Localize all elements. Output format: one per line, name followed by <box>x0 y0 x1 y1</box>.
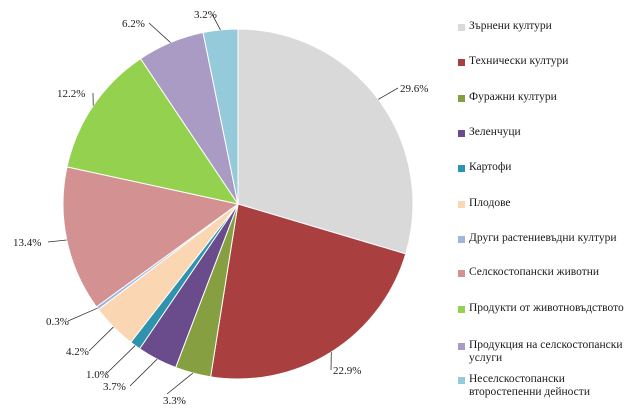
legend-swatch <box>458 95 465 102</box>
legend-swatch <box>458 306 465 313</box>
pie-slice <box>210 203 407 380</box>
leader-line <box>211 13 221 31</box>
pie-slice-label: 6.2% <box>122 18 145 30</box>
legend-label: Неселскостопански второстепенни дейности <box>469 373 590 398</box>
legend-label: Плодове <box>469 197 511 209</box>
percentage-labels: 29.6% 22.9% 3.3% 3.7%1.0% 4.2% 0.3% 13.4% 12.2%… <box>13 9 428 407</box>
legend-label: Фуражни култури <box>469 91 557 103</box>
legend-item: Фуражни култури <box>458 91 633 104</box>
legend-item: Други растениевъдни култури <box>458 232 633 245</box>
pie-slice-label: 29.6% <box>400 83 428 95</box>
leader-line <box>166 372 194 395</box>
legend-label: Селскостопански животни <box>469 266 600 278</box>
legend-label: Зеленчуци <box>469 126 521 138</box>
legend-swatch <box>458 59 465 66</box>
legend-item: Зърнени култури <box>458 20 633 33</box>
legend: Зърнени култури Технически култури Фуражни… <box>458 0 635 410</box>
legend-swatch <box>458 270 465 277</box>
legend-item: Плодове <box>458 197 633 210</box>
pie-slice-label: 0.3% <box>46 316 69 328</box>
leader-line <box>378 87 399 100</box>
legend-item: Картофи <box>458 161 633 174</box>
legend-label: Продукция на селскостопански услуги <box>469 339 623 364</box>
legend-swatch <box>458 201 465 208</box>
legend-item: Неселскостопански второстепенни дейности <box>458 373 633 399</box>
pie-slice <box>202 28 239 205</box>
legend-item: Технически култури <box>458 55 633 68</box>
legend-item: Продукти от животновъдството <box>458 302 633 315</box>
legend-swatch <box>458 236 465 243</box>
leader-line <box>88 326 114 352</box>
pie-slice-label: 3.3% <box>163 395 186 407</box>
leader-line <box>105 345 136 375</box>
legend-label: Продукти от животновъдството <box>469 302 624 314</box>
legend-item: Зеленчуци <box>458 126 633 139</box>
pie-slice-label: 22.9% <box>333 365 361 377</box>
legend-label: Картофи <box>469 161 512 173</box>
pie-slice-label: 3.2% <box>194 9 217 21</box>
pie-slice-label: 3.7% <box>103 381 126 393</box>
legend-swatch <box>458 24 465 31</box>
legend-item: Селскостопански животни <box>458 266 633 279</box>
pie-slices <box>62 28 414 380</box>
pie-slice-label: 12.2% <box>57 88 85 100</box>
pie-slice <box>66 57 240 205</box>
legend-swatch <box>458 377 465 384</box>
legend-item: Продукция на селскостопански услуги <box>458 339 633 365</box>
legend-swatch <box>458 130 465 137</box>
leader-line <box>129 358 158 387</box>
pie-slice-label: 4.2% <box>66 346 89 358</box>
leader-lines <box>47 13 399 395</box>
legend-swatch <box>458 165 465 172</box>
legend-label: Технически култури <box>469 55 569 67</box>
pie-slice-label: 1.0% <box>86 369 109 381</box>
legend-label: Други растениевъдни култури <box>469 232 617 244</box>
pie-slice-label: 13.4% <box>13 237 41 249</box>
legend-label: Зърнени култури <box>469 20 552 32</box>
leader-line <box>67 307 98 322</box>
legend-swatch <box>458 343 465 350</box>
leader-line <box>148 22 171 43</box>
leader-line <box>47 239 67 243</box>
